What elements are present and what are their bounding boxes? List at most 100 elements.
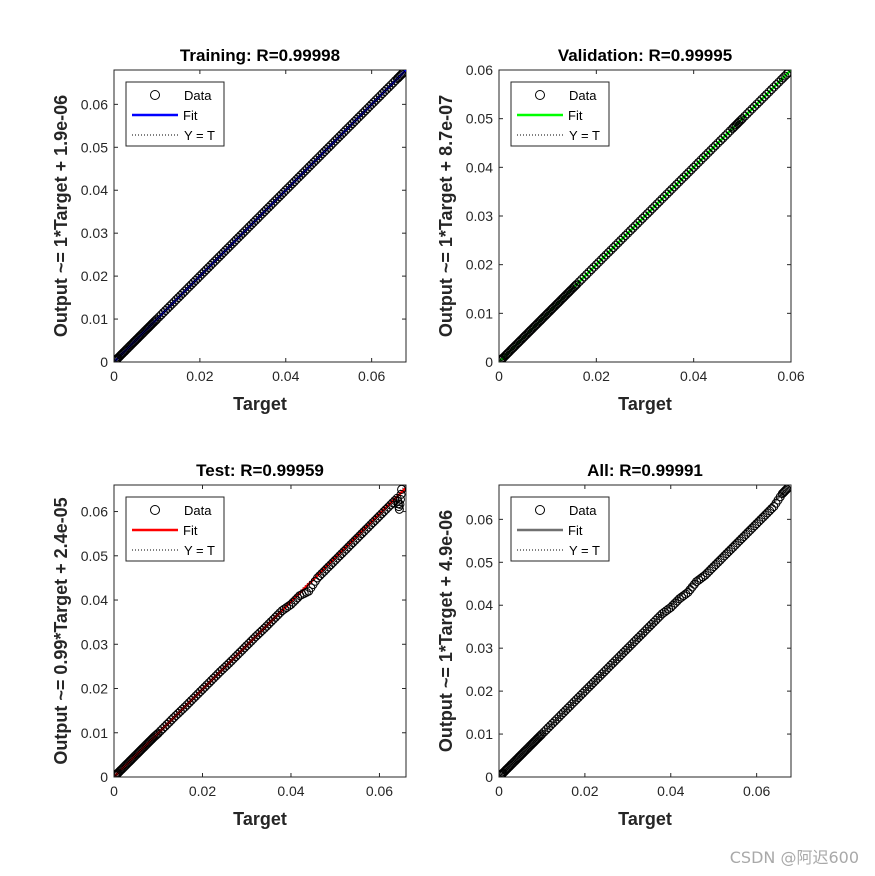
data-point [633, 218, 643, 228]
x-tick-label: 0.02 [189, 783, 216, 799]
data-point [611, 240, 621, 250]
x-tick-label: 0.02 [571, 783, 598, 799]
x-axis-label: Target [233, 809, 287, 829]
data-point [737, 114, 747, 124]
subplot-3: 0 0.02 0.04 0.06 0 0.01 0.02 0.03 0.04 0.05 0.06 Te… [51, 461, 407, 829]
data-point [703, 148, 713, 158]
y-tick-label: 0.04 [466, 597, 493, 613]
data-point [397, 70, 406, 79]
data-point [625, 226, 635, 236]
legend: Data Fit Y = T [125, 496, 225, 562]
data-point [642, 209, 652, 219]
data-point [396, 489, 406, 499]
data-point [645, 206, 655, 216]
legend: Data Fit Y = T [125, 81, 225, 147]
y-tick-label: 0.03 [81, 636, 108, 652]
y-tick-label: 0.02 [466, 683, 493, 699]
legend-entry: Data [184, 88, 212, 103]
data-point [771, 80, 781, 90]
data-point [740, 111, 750, 121]
y-tick-label: 0.06 [81, 96, 108, 112]
data-point [395, 499, 405, 509]
x-tick-label: 0 [110, 368, 118, 384]
data-point [499, 356, 505, 362]
data-point [630, 221, 640, 231]
data-point [674, 177, 684, 187]
data-point [686, 165, 696, 175]
x-axis-label: Target [618, 809, 672, 829]
data-point [623, 228, 633, 238]
y-tick-label: 0.05 [81, 548, 108, 564]
data-point [282, 603, 292, 613]
y-tick-label: 0.03 [466, 640, 493, 656]
data-point [628, 223, 638, 233]
data-point [584, 267, 594, 277]
data-point [769, 82, 779, 92]
data-point [767, 504, 777, 514]
x-tick-label: 0.04 [272, 368, 299, 384]
data-point [395, 494, 405, 504]
data-point [672, 179, 682, 189]
y-tick-label: 0.01 [81, 725, 108, 741]
legend: Data Fit Y = T [510, 496, 610, 562]
legend-entry: Fit [183, 108, 198, 123]
data-point [395, 71, 405, 81]
data-point [638, 213, 648, 223]
plot-marks [499, 485, 791, 777]
data-point [150, 731, 160, 741]
data-point [723, 128, 733, 138]
data-point [650, 201, 660, 211]
data-point [606, 245, 616, 255]
data-point [747, 104, 757, 114]
y-axis-label: Output ~= 0.99*Target + 2.4e-05 [51, 497, 71, 764]
data-point [767, 84, 777, 94]
data-point [742, 109, 752, 119]
legend-data-marker [150, 90, 160, 100]
data-point [635, 216, 645, 226]
x-tick-label: 0.04 [680, 368, 707, 384]
data-point [652, 199, 662, 209]
data-point [601, 250, 611, 260]
y-tick-label: 0.06 [81, 504, 108, 520]
data-point [582, 269, 592, 279]
data-point [640, 211, 650, 221]
data-point [684, 167, 694, 177]
watermark: CSDN @阿迟600 [729, 848, 859, 867]
data-point [694, 157, 704, 167]
x-tick-label: 0.06 [743, 783, 770, 799]
data-point [715, 136, 725, 146]
data-point [687, 582, 697, 592]
legend-entry: Y = T [184, 543, 215, 558]
data-point [534, 732, 544, 742]
data-point [757, 94, 767, 104]
data-point [664, 187, 674, 197]
data-point [277, 606, 287, 616]
chart-title: All: R=0.99991 [587, 461, 703, 480]
data-point [586, 265, 596, 275]
data-point [279, 604, 289, 614]
legend-entry: Data [569, 88, 597, 103]
legend-entry: Fit [183, 523, 198, 538]
data-point [616, 235, 626, 245]
y-tick-label: 0.06 [466, 62, 493, 78]
x-tick-label: 0 [495, 368, 503, 384]
data-point [718, 133, 728, 143]
y-tick-label: 0.02 [81, 268, 108, 284]
data-point [683, 587, 693, 597]
fit-line [114, 486, 406, 777]
data-point [735, 116, 745, 126]
data-point [536, 730, 546, 740]
data-point [152, 729, 162, 739]
y-tick-label: 0 [100, 769, 108, 785]
x-tick-label: 0.06 [777, 368, 804, 384]
legend-entry: Y = T [569, 543, 600, 558]
data-point [681, 170, 691, 180]
data-point [679, 172, 689, 182]
y-tick-label: 0.01 [81, 311, 108, 327]
y-tick-label: 0.05 [466, 554, 493, 570]
x-tick-label: 0.02 [186, 368, 213, 384]
y-tick-label: 0.01 [466, 726, 493, 742]
data-point [499, 353, 508, 362]
data-point [591, 260, 601, 270]
data-point [618, 233, 628, 243]
